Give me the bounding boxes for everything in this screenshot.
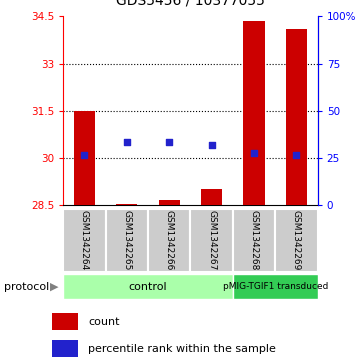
- Bar: [191, 209, 233, 272]
- Text: GSM1342265: GSM1342265: [122, 210, 131, 271]
- Bar: [105, 209, 148, 272]
- Text: GSM1342267: GSM1342267: [207, 210, 216, 271]
- Bar: [158, 200, 180, 205]
- Bar: [52, 340, 78, 357]
- Bar: [63, 274, 233, 299]
- Point: [166, 139, 172, 145]
- Text: control: control: [129, 282, 167, 292]
- Bar: [201, 189, 222, 205]
- Text: protocol: protocol: [4, 282, 49, 292]
- Text: GSM1342269: GSM1342269: [292, 210, 301, 271]
- Text: GSM1342268: GSM1342268: [249, 210, 258, 271]
- Point: [209, 142, 214, 148]
- Point: [293, 152, 299, 158]
- Text: GDS5456 / 10377055: GDS5456 / 10377055: [116, 0, 265, 7]
- Text: count: count: [88, 317, 120, 327]
- Bar: [286, 29, 307, 205]
- Text: pMIG-TGIF1 transduced: pMIG-TGIF1 transduced: [223, 282, 328, 291]
- Bar: [233, 209, 275, 272]
- Bar: [233, 274, 318, 299]
- Bar: [63, 209, 105, 272]
- Text: GSM1342264: GSM1342264: [80, 211, 89, 270]
- Point: [251, 150, 257, 156]
- Bar: [52, 313, 78, 330]
- Text: percentile rank within the sample: percentile rank within the sample: [88, 344, 276, 354]
- Text: GSM1342266: GSM1342266: [165, 210, 174, 271]
- Point: [124, 139, 130, 145]
- Text: ▶: ▶: [50, 282, 58, 292]
- Bar: [74, 111, 95, 205]
- Bar: [275, 209, 318, 272]
- Bar: [243, 21, 265, 205]
- Bar: [116, 204, 138, 205]
- Bar: [148, 209, 191, 272]
- Point: [82, 152, 87, 158]
